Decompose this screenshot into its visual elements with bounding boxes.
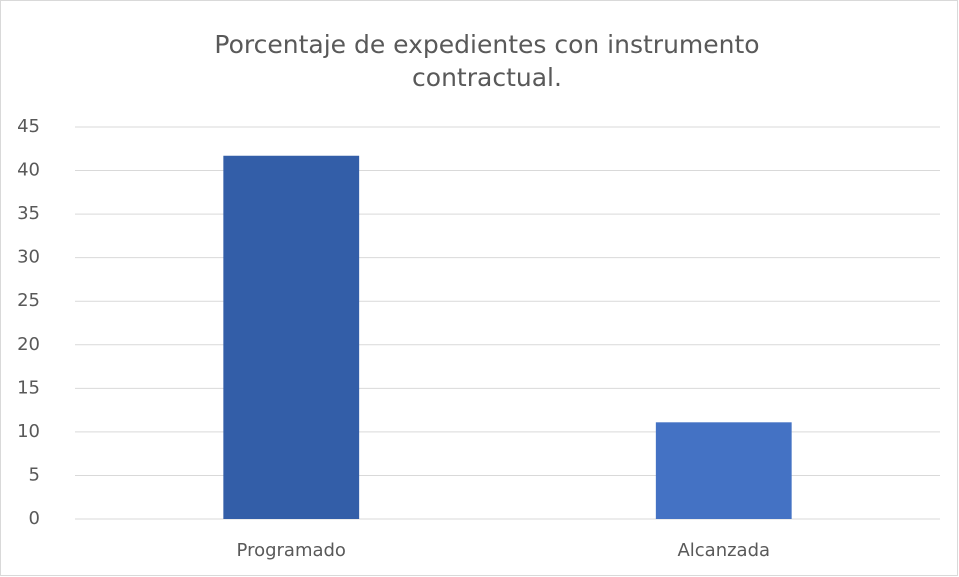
- y-tick-label: 30: [17, 247, 40, 268]
- x-tick-label: Alcanzada: [677, 540, 770, 561]
- y-tick-label: 10: [17, 421, 40, 442]
- y-tick-label: 35: [17, 203, 40, 224]
- y-tick-label: 0: [29, 508, 40, 529]
- y-tick-label: 15: [17, 377, 40, 398]
- y-tick-label: 45: [17, 116, 40, 137]
- bar: [223, 155, 360, 519]
- y-tick-label: 5: [29, 464, 40, 485]
- chart-title: Porcentaje de expedientes con instrument…: [214, 30, 760, 92]
- x-tick-label: Programado: [237, 540, 346, 561]
- y-tick-label: 40: [17, 160, 40, 181]
- bar: [655, 422, 792, 519]
- y-tick-label: 20: [17, 334, 40, 355]
- y-tick-label: 25: [17, 290, 40, 311]
